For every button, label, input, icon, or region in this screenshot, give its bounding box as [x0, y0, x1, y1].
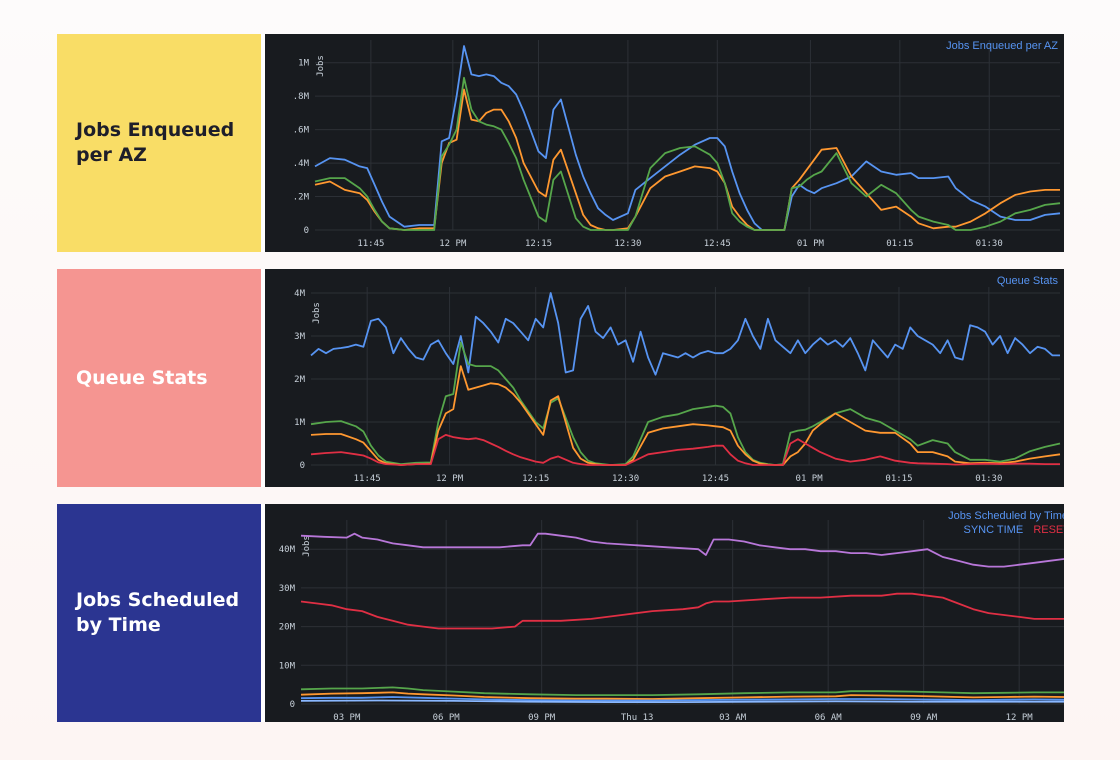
chart-queue-stats[interactable]: 0 1M 2M 3M 4M 11:45 12 PM 12:15 12:30 12:45 01 PM 0…	[265, 269, 1064, 487]
chart-panel-queue-stats[interactable]: 0 1M 2M 3M 4M 11:45 12 PM 12:15 12:30 12:45 01 PM 0…	[265, 269, 1064, 487]
x-tick-label: 12:30	[614, 239, 641, 249]
x-tick-label: 01:30	[976, 239, 1003, 249]
divider	[261, 269, 265, 487]
x-tick-label: 12:30	[612, 474, 639, 484]
series-line-3[interactable]	[310, 433, 1060, 466]
series-line-2[interactable]	[314, 76, 1061, 231]
legend-item-reset[interactable]: RESET	[1033, 524, 1064, 536]
panel-label-queue-stats: Queue Stats	[57, 269, 261, 487]
x-tick-label: 09 PM	[528, 713, 556, 722]
x-tick-label: 03 AM	[719, 713, 747, 722]
x-tick-label: 12 PM	[439, 239, 467, 249]
series-line-0[interactable]	[310, 292, 1060, 376]
y-tick-label: 30M	[279, 584, 296, 594]
x-tick-label: Thu 13	[621, 713, 654, 722]
x-tick-label: 06 PM	[433, 713, 461, 722]
x-tick-label: 01 PM	[796, 474, 824, 484]
x-tick-label: 12 PM	[1006, 713, 1034, 722]
y-tick-label: 1M	[294, 418, 305, 428]
x-tick-label: 09 AM	[910, 713, 938, 722]
chart-jobs-enqueued[interactable]: 0 .2M .4M .6M .8M 1M 11:45 12 PM 12:15 12:30 12:45…	[265, 34, 1064, 252]
series-line-1[interactable]	[310, 341, 1061, 466]
x-tick-label: 11:45	[357, 239, 384, 249]
x-tick-label: 01:30	[975, 474, 1002, 484]
y-tick-label: 0	[304, 226, 309, 236]
chart-panel-jobs-enqueued[interactable]: 0 .2M .4M .6M .8M 1M 11:45 12 PM 12:15 12:30 12:45…	[265, 34, 1064, 252]
panel-label-jobs-enqueued: Jobs Enqueued per AZ	[57, 34, 261, 252]
x-tick-label: 01:15	[886, 239, 913, 249]
y-tick-label: .6M	[293, 126, 310, 136]
x-tick-label: 03 PM	[333, 713, 361, 722]
series-line-1[interactable]	[300, 592, 1064, 630]
x-tick-label: 06 AM	[815, 713, 843, 722]
chart-legend: SYNC TIME RESET	[963, 524, 1064, 536]
divider	[261, 34, 265, 252]
y-tick-label: .8M	[293, 92, 310, 102]
legend-item-sync-time[interactable]: SYNC TIME	[963, 524, 1024, 536]
y-tick-label: 40M	[279, 545, 296, 555]
series-line-3[interactable]	[300, 691, 1064, 700]
x-tick-label: 12:45	[704, 239, 731, 249]
series-line-0[interactable]	[300, 532, 1064, 568]
panel-row-3: Jobs Scheduled by Time 0 10M 20M 30M 40M 03 P…	[57, 504, 1064, 722]
series-line-0[interactable]	[314, 45, 1061, 231]
panel-label-jobs-scheduled: Jobs Scheduled by Time	[57, 504, 261, 722]
panel-title[interactable]: Jobs Enqueued per AZ	[946, 40, 1058, 52]
y-tick-label: 10M	[279, 661, 296, 671]
y-tick-label: 2M	[294, 375, 305, 385]
x-tick-label: 01 PM	[797, 239, 825, 249]
y-tick-label: .2M	[293, 193, 310, 203]
y-tick-label: 0	[290, 700, 295, 710]
y-tick-label: 3M	[294, 332, 305, 342]
x-tick-label: 12:15	[522, 474, 549, 484]
y-axis-label: Jobs	[316, 55, 326, 77]
y-tick-label: 1M	[298, 59, 309, 69]
x-tick-label: 12 PM	[436, 474, 464, 484]
series-line-5[interactable]	[300, 699, 1064, 704]
y-tick-label: 0	[300, 461, 305, 471]
x-tick-label: 01:15	[885, 474, 912, 484]
y-tick-label: 20M	[279, 623, 296, 633]
panel-row-2: Queue Stats 0 1M 2M 3M 4M 11:45 12 PM 12:15 12:3…	[57, 269, 1064, 487]
chart-panel-jobs-scheduled[interactable]: 0 10M 20M 30M 40M 03 PM 06 PM 09 PM Thu 13 03 AM 0…	[265, 504, 1064, 722]
x-tick-label: 12:15	[525, 239, 552, 249]
series-line-1[interactable]	[314, 88, 1060, 231]
panel-title[interactable]: Jobs Scheduled by Time	[948, 510, 1064, 522]
divider	[261, 504, 265, 722]
panel-title[interactable]: Queue Stats	[996, 275, 1058, 287]
panel-row-1: Jobs Enqueued per AZ 0 .2M .4M .6M .8M 1M 11:4…	[57, 34, 1064, 252]
series-line-4[interactable]	[300, 696, 1064, 702]
y-axis-label: Jobs	[312, 302, 322, 324]
series-line-2[interactable]	[310, 365, 1061, 466]
series-line-2[interactable]	[300, 686, 1064, 697]
y-tick-label: 4M	[294, 289, 305, 299]
x-tick-label: 11:45	[354, 474, 381, 484]
y-tick-label: .4M	[293, 159, 310, 169]
chart-jobs-scheduled[interactable]: 0 10M 20M 30M 40M 03 PM 06 PM 09 PM Thu 13 03 AM 0…	[265, 504, 1064, 722]
x-tick-label: 12:45	[702, 474, 729, 484]
y-axis-label: Jobs	[302, 535, 312, 557]
